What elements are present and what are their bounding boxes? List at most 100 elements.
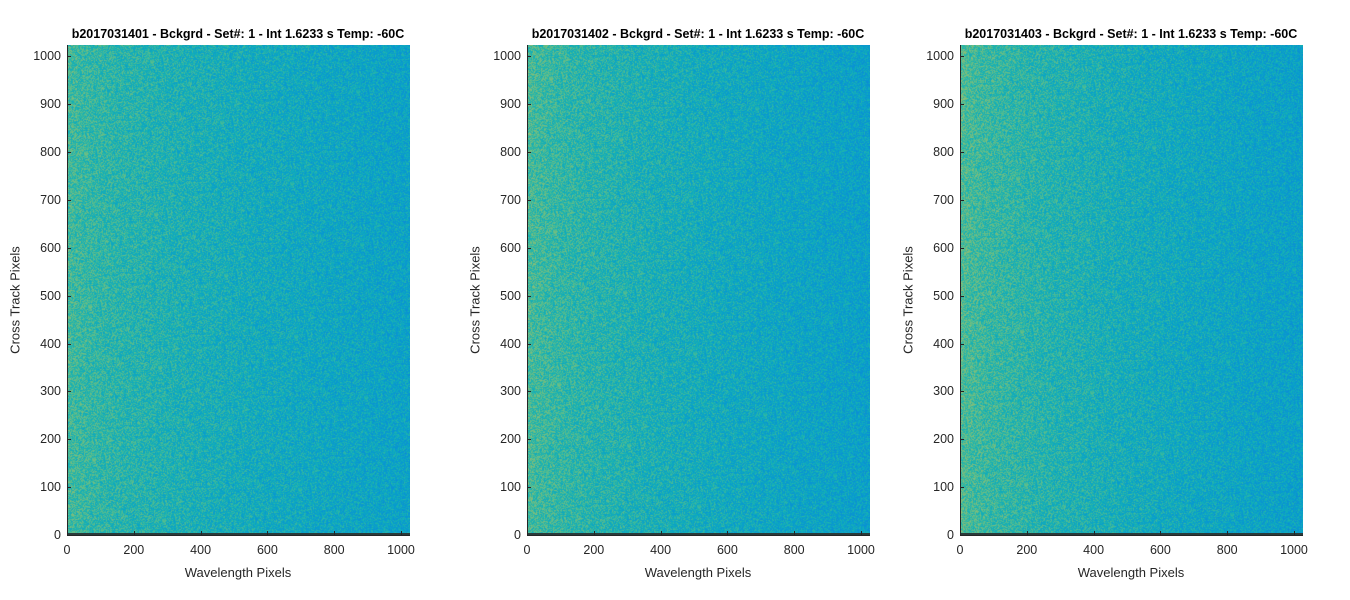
y-tick-mark [960,343,964,345]
x-tick-mark [1227,531,1229,535]
y-tick-label: 1000 [493,49,521,64]
x-axis-label: Wavelength Pixels [1077,565,1185,580]
x-tick-mark [1293,531,1295,535]
x-axis-label: Wavelength Pixels [644,565,752,580]
y-tick-label: 1000 [33,49,61,64]
y-tick-label: 400 [500,336,521,351]
y-tick-mark [527,152,531,154]
y-tick-label: 0 [947,528,954,542]
heatmap-plot-area [527,45,870,536]
y-tick-mark [527,104,531,106]
x-tick-mark [200,531,202,535]
y-tick-mark [67,295,71,297]
y-tick-mark [960,487,964,489]
heatmap-image [528,45,870,535]
x-tick-mark [267,531,269,535]
x-tick-label: 1000 [387,543,415,557]
x-tick-label: 1000 [1280,543,1308,557]
x-tick-label: 400 [1083,543,1105,557]
x-tick-mark [794,531,796,535]
y-tick-mark [67,391,71,393]
y-tick-label: 300 [500,384,521,399]
x-tick-label: 600 [1149,543,1171,557]
y-tick-label: 900 [40,97,61,112]
x-tick-mark [860,531,862,535]
y-tick-mark [960,535,964,536]
x-tick-label: 800 [323,543,345,557]
y-tick-label: 200 [40,432,61,447]
y-tick-mark [960,200,964,202]
heatmap-plot-area [67,45,410,536]
y-tick-mark [960,295,964,297]
x-tick-mark [727,531,729,535]
y-tick-label: 500 [40,288,61,303]
y-tick-label: 500 [933,288,954,303]
y-tick-mark [960,56,964,58]
x-tick-label: 400 [190,543,212,557]
x-tick-label: 800 [1216,543,1238,557]
x-tick-mark [660,531,662,535]
y-tick-label: 100 [40,480,61,495]
y-tick-label: 900 [500,97,521,112]
y-tick-label: 400 [40,336,61,351]
y-tick-mark [960,247,964,249]
x-tick-mark [400,531,402,535]
bottom-row-band [961,533,1303,535]
x-tick-label: 800 [783,543,805,557]
x-tick-label: 600 [716,543,738,557]
x-tick-mark [1160,531,1162,535]
y-tick-label: 600 [500,240,521,255]
y-tick-label: 800 [933,145,954,160]
chart-title: b2017031403 - Bckgrd - Set#: 1 - Int 1.6… [964,27,1298,41]
y-tick-label: 0 [54,528,61,542]
x-tick-mark [133,531,135,535]
x-tick-label: 0 [956,543,964,557]
y-tick-mark [67,247,71,249]
y-tick-mark [67,343,71,345]
y-tick-mark [527,391,531,393]
y-tick-mark [67,439,71,441]
y-tick-label: 300 [40,384,61,399]
y-tick-mark [67,200,71,202]
x-axis-label: Wavelength Pixels [184,565,292,580]
y-tick-mark [527,343,531,345]
y-tick-label: 100 [933,480,954,495]
y-tick-label: 200 [500,432,521,447]
y-axis-label: Cross Track Pixels [7,246,23,354]
y-tick-label: 500 [500,288,521,303]
y-tick-label: 800 [40,145,61,160]
y-axis-label: Cross Track Pixels [900,246,916,354]
x-tick-label: 200 [1016,543,1038,557]
x-tick-label: 200 [583,543,605,557]
y-tick-mark [960,152,964,154]
y-tick-label: 1000 [926,49,954,64]
y-tick-label: 700 [40,193,61,208]
y-tick-label: 300 [933,384,954,399]
y-tick-mark [67,56,71,58]
y-axis-label: Cross Track Pixels [467,246,483,354]
y-tick-label: 700 [933,193,954,208]
x-tick-mark [67,531,68,535]
heatmap-image [961,45,1303,535]
x-tick-mark [593,531,595,535]
heatmap-plot-area [960,45,1303,536]
y-tick-mark [67,535,71,536]
x-tick-label: 0 [63,543,71,557]
y-tick-label: 600 [933,240,954,255]
bottom-row-band [528,533,870,535]
y-tick-label: 600 [40,240,61,255]
y-tick-label: 100 [500,480,521,495]
y-tick-mark [67,152,71,154]
y-tick-mark [527,535,531,536]
x-tick-mark [1026,531,1028,535]
x-tick-mark [1093,531,1095,535]
x-tick-mark [527,531,528,535]
chart-title: b2017031402 - Bckgrd - Set#: 1 - Int 1.6… [531,27,865,41]
y-tick-mark [960,104,964,106]
y-tick-mark [67,487,71,489]
x-tick-label: 400 [650,543,672,557]
x-tick-mark [334,531,336,535]
y-tick-mark [527,487,531,489]
y-tick-mark [527,439,531,441]
heatmap-image [68,45,410,535]
